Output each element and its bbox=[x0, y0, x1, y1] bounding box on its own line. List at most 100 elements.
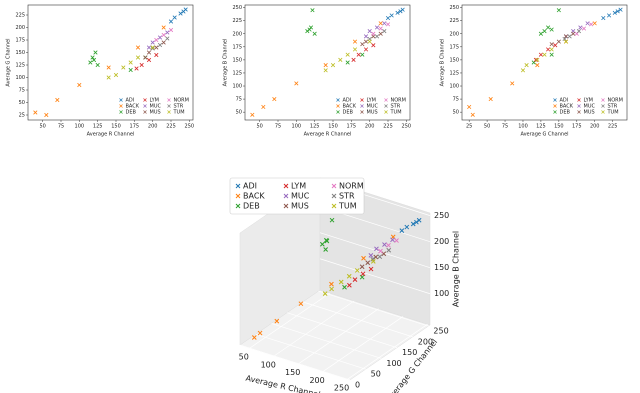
data-point bbox=[581, 26, 587, 31]
legend-marker bbox=[553, 110, 557, 114]
y-axis-label: Average B Channel bbox=[223, 39, 229, 87]
data-point bbox=[360, 271, 366, 277]
legend-marker bbox=[119, 110, 123, 114]
legend-label: ADI bbox=[243, 182, 257, 191]
data-point bbox=[172, 15, 177, 20]
legend-marker bbox=[283, 183, 289, 189]
grid-line bbox=[318, 290, 429, 327]
data-point bbox=[378, 248, 383, 254]
y-tick-label: 100 bbox=[15, 75, 25, 81]
data-point bbox=[390, 237, 395, 243]
data-point bbox=[382, 21, 387, 26]
legend-label: STR bbox=[391, 104, 401, 110]
data-point bbox=[330, 63, 336, 68]
y-tick-label: 75 bbox=[453, 97, 459, 103]
data-point bbox=[323, 68, 328, 73]
data-point bbox=[312, 31, 317, 36]
x-tick-label: 125 bbox=[93, 124, 103, 130]
data-point bbox=[329, 217, 335, 223]
data-point bbox=[161, 32, 166, 38]
x-axis-label: Average R Channel bbox=[87, 132, 135, 138]
data-point bbox=[385, 22, 391, 27]
data-point bbox=[361, 255, 366, 261]
data-point bbox=[143, 55, 148, 60]
x-tick-label: 200 bbox=[365, 124, 375, 130]
y-axis-label: Average B Channel bbox=[440, 39, 446, 87]
data-point bbox=[467, 104, 472, 110]
data-point bbox=[33, 110, 38, 115]
data-point bbox=[165, 36, 170, 41]
y-tick-label: 125 bbox=[449, 70, 459, 76]
data-point bbox=[374, 25, 380, 30]
data-point bbox=[272, 97, 277, 102]
data-point bbox=[373, 254, 379, 260]
data-point bbox=[370, 259, 376, 264]
y-tick-label: 50 bbox=[19, 100, 25, 106]
legend-box bbox=[229, 177, 365, 215]
y-tick-label: 50 bbox=[236, 110, 242, 116]
data-point bbox=[150, 45, 155, 50]
x-tick-label: 200 bbox=[590, 124, 600, 130]
legend-label: MUC bbox=[150, 104, 162, 110]
data-point bbox=[363, 34, 369, 39]
x-tick-label: 100 bbox=[292, 124, 302, 130]
legend-marker bbox=[553, 98, 557, 102]
legend-label: LYM bbox=[584, 98, 594, 104]
legend-label: DEB bbox=[343, 110, 354, 116]
data-point bbox=[542, 52, 547, 57]
legend-marker bbox=[601, 110, 605, 114]
data-point bbox=[356, 52, 361, 57]
legend-marker bbox=[384, 98, 388, 102]
data-point bbox=[553, 43, 558, 48]
data-point bbox=[538, 31, 543, 36]
y-tick-label: 175 bbox=[15, 38, 25, 44]
legend-label: BACK bbox=[126, 104, 140, 110]
data-point bbox=[556, 8, 561, 13]
y-tick-label: 75 bbox=[236, 97, 242, 103]
data-point bbox=[488, 97, 493, 102]
data-point bbox=[261, 104, 266, 110]
x-tick-label: 175 bbox=[347, 124, 357, 130]
legend-marker bbox=[336, 110, 340, 114]
legend-marker bbox=[336, 104, 340, 108]
y-tick-label: 125 bbox=[232, 70, 242, 76]
data-point bbox=[360, 42, 365, 47]
x-tick-label: 175 bbox=[572, 124, 582, 130]
data-point bbox=[363, 47, 369, 52]
legend-label: DEB bbox=[126, 110, 137, 116]
grid-line bbox=[322, 316, 404, 372]
data-point bbox=[368, 266, 374, 272]
data-point bbox=[274, 318, 280, 324]
legend-marker bbox=[235, 193, 241, 199]
legend-label: MUC bbox=[367, 104, 379, 110]
data-point bbox=[576, 29, 582, 34]
data-point bbox=[106, 65, 111, 70]
legend-label: NORM bbox=[608, 98, 623, 104]
y-tick-label: 225 bbox=[232, 18, 242, 24]
data-point bbox=[606, 13, 612, 18]
y-tick-label: 50 bbox=[453, 110, 459, 116]
y-tick-label: 100 bbox=[232, 84, 242, 90]
data-point bbox=[399, 228, 405, 233]
data-point bbox=[416, 217, 422, 223]
data-point bbox=[251, 335, 257, 340]
data-point bbox=[589, 22, 594, 27]
legend-marker bbox=[143, 98, 147, 102]
data-point bbox=[618, 7, 623, 12]
legend-marker bbox=[235, 183, 241, 189]
legend-marker bbox=[119, 98, 123, 102]
data-point bbox=[549, 52, 554, 57]
scatter-panel: 50 75 100 125 150 175 200 225 250 50 75 100 125 150 17… bbox=[223, 4, 411, 138]
grid-line bbox=[286, 312, 398, 348]
data-point bbox=[367, 29, 372, 34]
data-point bbox=[510, 81, 515, 86]
data-point bbox=[310, 8, 315, 13]
x-tick-label: 100 bbox=[261, 360, 276, 369]
legend-marker bbox=[283, 193, 289, 199]
data-point bbox=[524, 63, 529, 68]
data-point bbox=[378, 26, 383, 31]
data-point bbox=[135, 55, 141, 60]
data-point bbox=[386, 242, 391, 248]
legend-marker bbox=[167, 110, 171, 114]
data-point bbox=[535, 57, 540, 62]
